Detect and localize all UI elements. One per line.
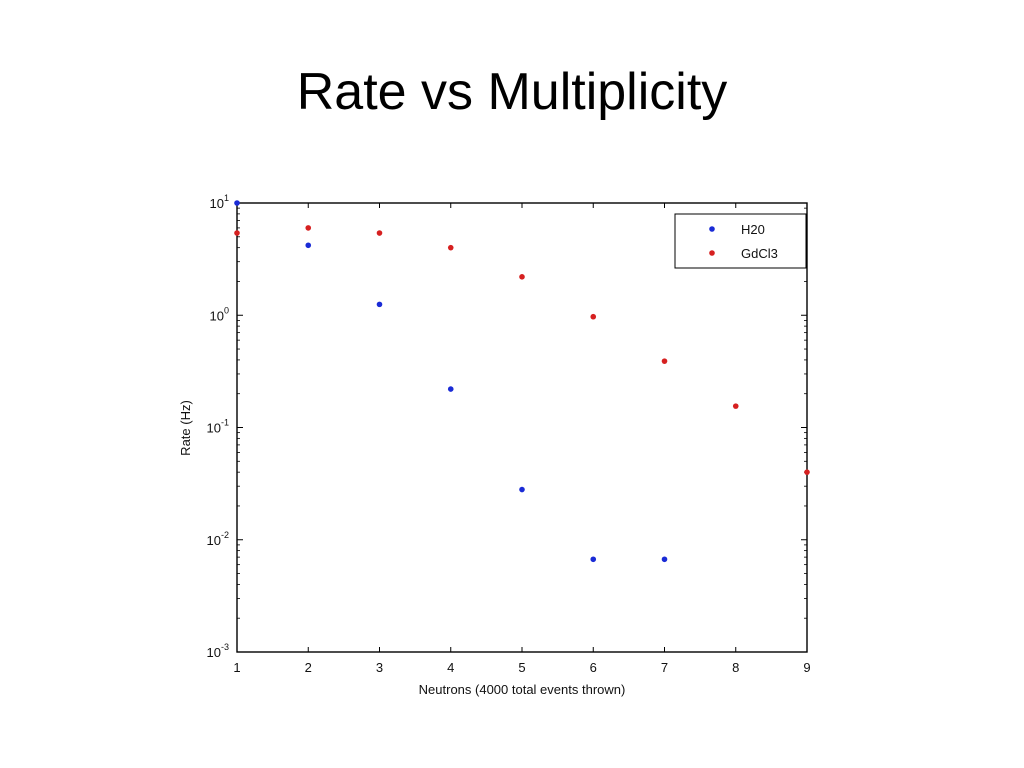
data-point bbox=[305, 242, 312, 249]
x-axis-label: Neutrons (4000 total events thrown) bbox=[419, 682, 626, 697]
y-tick-exponent: -2 bbox=[221, 530, 229, 540]
slide-title: Rate vs Multiplicity bbox=[296, 63, 728, 121]
y-tick-base: 10 bbox=[207, 645, 221, 660]
data-point bbox=[804, 469, 810, 475]
y-tick-base: 10 bbox=[207, 421, 221, 436]
data-point bbox=[661, 358, 668, 364]
y-tick-base: 10 bbox=[210, 308, 224, 323]
x-tick-label: 2 bbox=[305, 660, 312, 675]
x-tick-label: 9 bbox=[803, 660, 810, 675]
x-tick-label: 4 bbox=[447, 660, 454, 675]
data-point bbox=[447, 244, 454, 251]
y-tick-base: 10 bbox=[207, 533, 221, 548]
y-tick-label: 10-1 bbox=[207, 418, 229, 436]
y-tick-exponent: 1 bbox=[224, 193, 229, 203]
plot-frame bbox=[236, 202, 808, 653]
legend-label: H20 bbox=[741, 222, 765, 237]
legend-box bbox=[674, 213, 807, 269]
data-point bbox=[661, 556, 668, 563]
x-tick-label: 1 bbox=[233, 660, 240, 675]
data-point bbox=[519, 274, 525, 280]
data-point bbox=[376, 230, 383, 236]
data-point bbox=[590, 313, 597, 320]
data-point bbox=[519, 486, 525, 493]
y-tick-exponent: 0 bbox=[224, 305, 229, 315]
data-point bbox=[732, 403, 739, 409]
legend-marker bbox=[709, 226, 715, 232]
x-tick-label: 6 bbox=[590, 660, 597, 675]
legend-marker bbox=[709, 250, 715, 256]
data-point bbox=[234, 230, 240, 236]
y-tick-exponent: -1 bbox=[221, 418, 229, 428]
x-tick-label: 7 bbox=[661, 660, 668, 675]
data-point bbox=[590, 556, 597, 563]
legend: H20 GdCl3 bbox=[674, 213, 807, 269]
y-tick-label: 100 bbox=[210, 305, 229, 323]
data-point bbox=[305, 225, 312, 231]
y-tick-base: 10 bbox=[210, 196, 224, 211]
data-point bbox=[447, 386, 454, 392]
x-tick-label: 8 bbox=[732, 660, 739, 675]
x-tick-label: 3 bbox=[376, 660, 383, 675]
x-tick-label: 5 bbox=[518, 660, 525, 675]
data-point bbox=[376, 301, 383, 308]
y-tick-label: 101 bbox=[210, 193, 229, 211]
y-tick-label: 10-2 bbox=[207, 530, 229, 548]
y-axis-label: Rate (Hz) bbox=[178, 400, 193, 456]
y-tick-label: 10-3 bbox=[207, 642, 229, 660]
y-tick-exponent: -3 bbox=[221, 642, 229, 652]
legend-label: GdCl3 bbox=[741, 246, 778, 261]
data-points bbox=[234, 200, 810, 563]
data-point bbox=[234, 200, 240, 206]
